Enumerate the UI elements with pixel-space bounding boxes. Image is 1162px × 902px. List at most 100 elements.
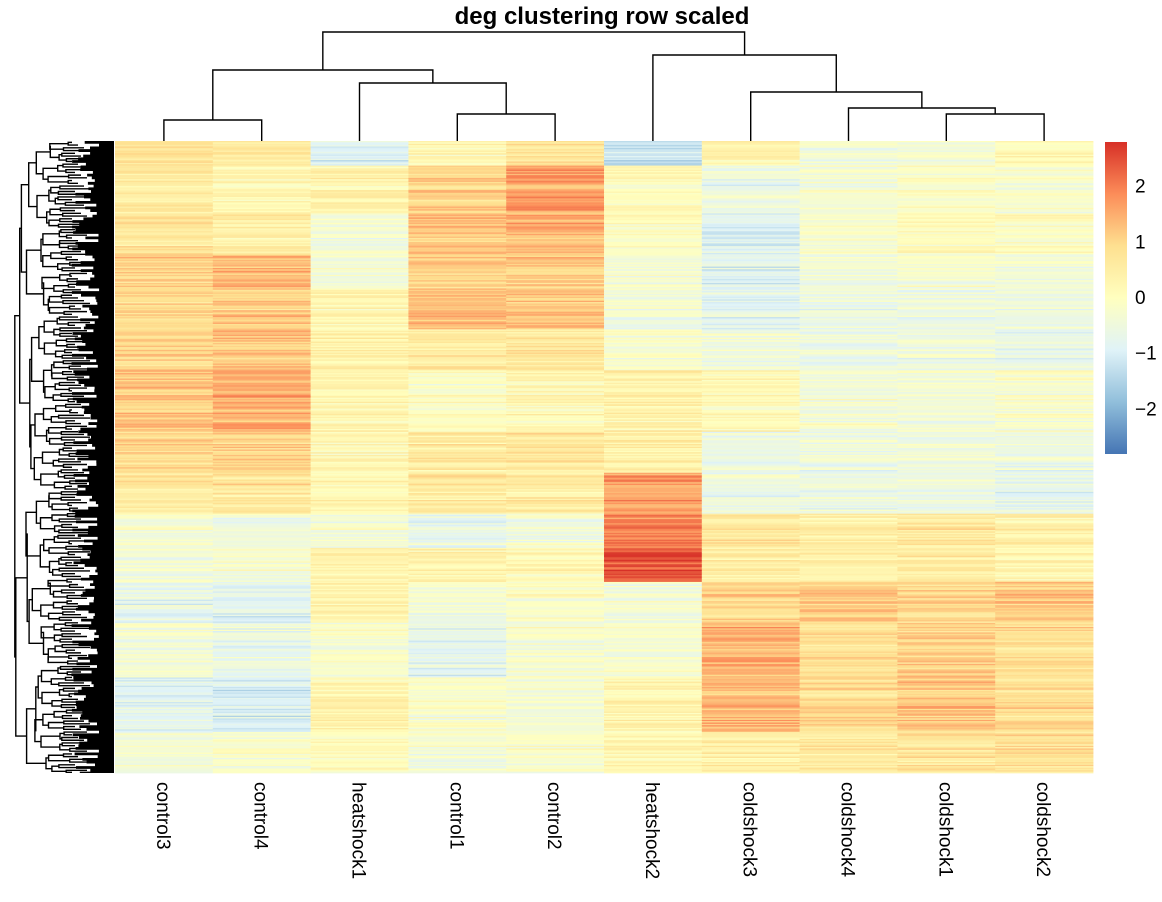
heatmap-cell — [604, 483, 703, 486]
heatmap-cell — [701, 377, 800, 379]
heatmap-cell — [115, 699, 214, 702]
heatmap-cell — [408, 654, 507, 656]
heatmap-cell — [310, 768, 409, 771]
heatmap-cell — [897, 330, 996, 333]
heatmap-cell — [115, 439, 214, 442]
heatmap-cell — [212, 585, 311, 588]
heatmap-cell — [212, 755, 311, 757]
heatmap-cell — [995, 270, 1094, 273]
heatmap-cell — [115, 465, 214, 468]
heatmap-cell — [310, 636, 409, 639]
heatmap-cell — [408, 579, 507, 581]
heatmap-cell — [115, 635, 214, 637]
heatmap-cell — [995, 267, 1094, 270]
heatmap-cell — [604, 616, 703, 618]
heatmap-cell — [310, 730, 409, 733]
heatmap-cell — [310, 682, 409, 685]
heatmap-cell — [212, 147, 311, 150]
heatmap-cell — [995, 669, 1094, 671]
heatmap-cell — [701, 431, 800, 434]
heatmap-cell — [799, 648, 898, 651]
heatmap-cell — [212, 146, 311, 149]
heatmap-cell — [212, 475, 311, 478]
heatmap-cell — [115, 192, 214, 195]
heatmap-cell — [799, 553, 898, 555]
heatmap-cell — [701, 156, 800, 158]
heatmap-cell — [604, 740, 703, 742]
heatmap-cell — [897, 564, 996, 566]
heatmap-cell — [897, 572, 996, 575]
heatmap-cell — [995, 538, 1094, 540]
heatmap-cell — [212, 741, 311, 744]
heatmap-cell — [212, 715, 311, 718]
heatmap-cell — [799, 523, 898, 525]
heatmap-cell — [310, 445, 409, 448]
heatmap-cell — [897, 323, 996, 326]
heatmap-cell — [212, 307, 311, 310]
heatmap-cell — [701, 236, 800, 239]
heatmap-cell — [701, 378, 800, 381]
heatmap-cell — [701, 164, 800, 166]
heatmap-cell — [995, 605, 1094, 607]
heatmap-cell — [408, 539, 507, 542]
heatmap-cell — [506, 494, 605, 497]
heatmap-cell — [897, 515, 996, 517]
heatmap-cell — [115, 622, 214, 625]
heatmap-cell — [310, 375, 409, 378]
heatmap-cell — [115, 540, 214, 543]
heatmap-cell — [897, 467, 996, 469]
heatmap-cell — [701, 461, 800, 464]
heatmap-cell — [212, 336, 311, 338]
heatmap-cell — [115, 611, 214, 614]
heatmap-cell — [701, 513, 800, 516]
heatmap-cell — [604, 581, 703, 584]
heatmap-cell — [995, 353, 1094, 356]
heatmap-cell — [897, 760, 996, 763]
heatmap-cell — [897, 161, 996, 164]
heatmap-cell — [212, 484, 311, 487]
heatmap-cell — [506, 378, 605, 381]
heatmap-cell — [604, 262, 703, 265]
heatmap-cell — [212, 198, 311, 201]
heatmap-cell — [115, 710, 214, 712]
heatmap-cell — [701, 448, 800, 450]
heatmap-cell — [799, 379, 898, 382]
heatmap-cell — [701, 636, 800, 639]
heatmap-cell — [506, 315, 605, 318]
heatmap-cell — [212, 614, 311, 617]
heatmap-cell — [701, 487, 800, 490]
heatmap-cell — [701, 297, 800, 300]
row-dendrogram-level — [39, 145, 60, 770]
column-label-control3: control3 — [152, 782, 173, 850]
heatmap-cell — [701, 446, 800, 449]
heatmap-cell — [604, 449, 703, 452]
heatmap-cell — [115, 543, 214, 546]
heatmap-cell — [897, 382, 996, 385]
heatmap-cell — [506, 435, 605, 438]
heatmap-cell — [995, 397, 1094, 400]
heatmap-cell — [897, 209, 996, 211]
heatmap-cell — [995, 667, 1094, 670]
heatmap-cell — [995, 284, 1094, 287]
heatmap-cell — [799, 555, 898, 558]
heatmap-cell — [799, 203, 898, 206]
heatmap-cell — [212, 162, 311, 165]
heatmap-cell — [995, 652, 1094, 655]
heatmap-cell — [212, 370, 311, 373]
heatmap-cell — [212, 328, 311, 330]
heatmap-cell — [897, 483, 996, 486]
heatmap-cell — [310, 687, 409, 689]
heatmap-cell — [212, 196, 311, 199]
heatmap-cell — [115, 452, 214, 454]
heatmap-cell — [115, 442, 214, 445]
heatmap-cell — [701, 538, 800, 540]
heatmap-cell — [995, 439, 1094, 442]
heatmap-cell — [799, 483, 898, 486]
heatmap-cell — [115, 493, 214, 495]
heatmap-cell — [310, 558, 409, 561]
heatmap-cell — [897, 534, 996, 536]
heatmap-cell — [506, 562, 605, 565]
heatmap-cell — [897, 351, 996, 353]
heatmap-cell — [408, 222, 507, 225]
heatmap-cell — [408, 461, 507, 464]
